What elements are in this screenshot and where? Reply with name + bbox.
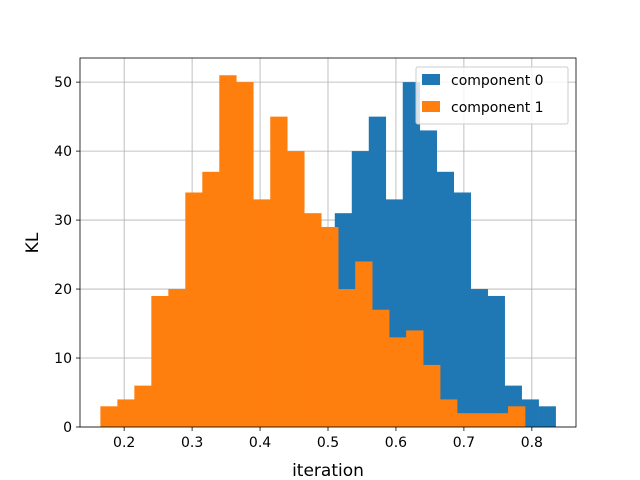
histogram-bar-component-1 bbox=[202, 171, 220, 427]
histogram-bar-component-1 bbox=[474, 413, 492, 427]
x-axis-title: iteration bbox=[292, 461, 364, 480]
histogram-bar-component-1 bbox=[219, 75, 237, 428]
x-tick-label: 0.5 bbox=[317, 435, 339, 451]
histogram-bar-component-0 bbox=[521, 399, 539, 427]
histogram-bar-component-1 bbox=[508, 406, 526, 427]
legend-swatch-component-1 bbox=[422, 101, 440, 112]
x-tick-label: 0.7 bbox=[453, 435, 475, 451]
x-tick-label: 0.2 bbox=[113, 435, 135, 451]
histogram-bar-component-1 bbox=[117, 399, 135, 427]
histogram-bar-component-1 bbox=[491, 413, 509, 427]
histogram-bar-component-0 bbox=[470, 289, 488, 427]
histogram-bar-component-1 bbox=[270, 116, 288, 428]
legend: component 0 component 1 bbox=[415, 66, 569, 125]
legend-swatch-component-0 bbox=[422, 74, 440, 85]
histogram-bar-component-1 bbox=[406, 330, 424, 427]
x-tick-label: 0.3 bbox=[181, 435, 203, 451]
histogram-bar-component-1 bbox=[321, 226, 339, 427]
y-tick-label: 10 bbox=[54, 351, 72, 367]
bars bbox=[100, 75, 556, 428]
legend-box bbox=[415, 66, 569, 125]
y-tick-label: 0 bbox=[63, 420, 72, 436]
histogram-bar-component-1 bbox=[423, 364, 441, 427]
histogram-bar-component-1 bbox=[338, 289, 356, 427]
histogram-bar-component-1 bbox=[168, 289, 186, 427]
x-tick-label: 0.6 bbox=[385, 435, 407, 451]
histogram-bar-component-0 bbox=[453, 192, 471, 427]
histogram-bar-component-1 bbox=[287, 151, 305, 427]
histogram-bar-component-1 bbox=[185, 192, 203, 427]
x-tick-label: 0.4 bbox=[249, 435, 271, 451]
y-tick-label: 30 bbox=[54, 213, 72, 229]
histogram-bar-component-0 bbox=[487, 295, 505, 427]
y-tick-label: 40 bbox=[54, 144, 72, 160]
histogram-bar-component-1 bbox=[134, 385, 152, 427]
histogram-bar-component-1 bbox=[253, 199, 271, 427]
histogram-bar-component-1 bbox=[151, 295, 169, 427]
histogram-bar-component-1 bbox=[100, 406, 118, 427]
histogram-bar-component-0 bbox=[538, 406, 556, 427]
legend-label-component-1: component 1 bbox=[451, 100, 544, 116]
y-tick-label: 20 bbox=[54, 282, 72, 298]
axis-ticks: 0.2 0.3 0.4 0.5 0.6 0.7 0.8 0 10 20 30 40 50 bbox=[54, 75, 543, 451]
histogram-bar-component-0 bbox=[436, 171, 454, 427]
histogram-bar-component-1 bbox=[304, 213, 322, 427]
histogram-bar-component-1 bbox=[440, 399, 458, 427]
histogram-bar-component-1 bbox=[389, 337, 407, 427]
legend-label-component-0: component 0 bbox=[451, 73, 544, 89]
histogram-bar-component-1 bbox=[355, 261, 373, 427]
histogram-bar-component-1 bbox=[236, 82, 254, 427]
x-tick-label: 0.8 bbox=[521, 435, 543, 451]
histogram-bar-component-0 bbox=[419, 130, 438, 427]
y-axis-title: KL bbox=[23, 232, 43, 253]
y-tick-label: 50 bbox=[54, 75, 72, 91]
histogram-bar-component-1 bbox=[457, 413, 475, 427]
histogram-bar-component-1 bbox=[372, 309, 390, 427]
